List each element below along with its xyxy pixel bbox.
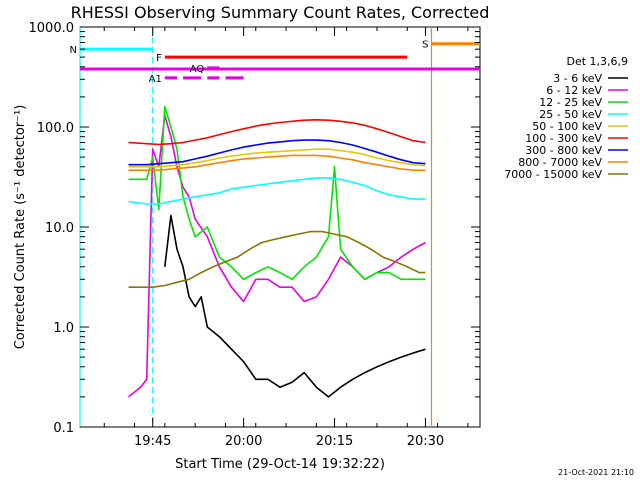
series-line [128, 148, 426, 168]
flag-bars: N F S AQ A1 [70, 40, 480, 85]
y-tick-label: 1000.0 [29, 21, 75, 36]
series-line [128, 230, 426, 289]
legend-label: 800 - 7000 keV [518, 156, 602, 169]
legend-label: 3 - 6 keV [553, 72, 602, 85]
x-axis: 19:45 20:00 20:15 20:30 [103, 27, 469, 449]
series-line [128, 139, 426, 166]
footer-timestamp: 21-Oct-2021 21:10 [558, 468, 634, 477]
y-tick-label: 0.1 [53, 421, 74, 436]
flag-bar-label: F [156, 53, 162, 64]
x-tick-label: 20:30 [407, 434, 444, 449]
legend-label: 25 - 50 keV [539, 108, 602, 121]
y-tick-label: 10.0 [45, 221, 74, 236]
legend-title: Det 1,3,6,9 [566, 55, 628, 68]
series-line [128, 154, 426, 171]
x-axis-label: Start Time (29-Oct-14 19:32:22) [175, 457, 385, 472]
flag-bar-label: S [422, 40, 428, 51]
legend-label: 12 - 25 keV [539, 96, 602, 109]
series-line [164, 214, 426, 398]
x-tick-label: 20:00 [225, 434, 262, 449]
series-line [128, 105, 426, 281]
chart-title: RHESSI Observing Summary Count Rates, Co… [71, 3, 490, 22]
legend-label: 100 - 300 keV [525, 132, 602, 145]
vertical-markers [79, 27, 433, 427]
legend-label: 7000 - 15000 keV [504, 168, 602, 181]
legend-label: 6 - 12 keV [546, 84, 602, 97]
series-layer [127, 105, 426, 398]
plot-frame [79, 26, 481, 428]
x-tick-label: 19:45 [134, 434, 171, 449]
flag-bar-label: A1 [149, 74, 162, 85]
y-tick-label: 1.0 [53, 321, 74, 336]
y-axis: 0.1 1.0 10.0 100.0 1000.0 [29, 21, 480, 436]
x-tick-label: 20:15 [316, 434, 353, 449]
y-tick-label: 100.0 [37, 121, 74, 136]
series-line [128, 177, 426, 205]
legend-label: 300 - 800 keV [525, 144, 602, 157]
flag-bar-label: AQ [190, 64, 205, 75]
series-line [128, 119, 426, 146]
y-axis-label: Corrected Count Rate (s⁻¹ detector⁻¹) [13, 105, 28, 350]
legend-label: 50 - 100 keV [532, 120, 602, 133]
flag-bar-label: N [70, 45, 77, 56]
